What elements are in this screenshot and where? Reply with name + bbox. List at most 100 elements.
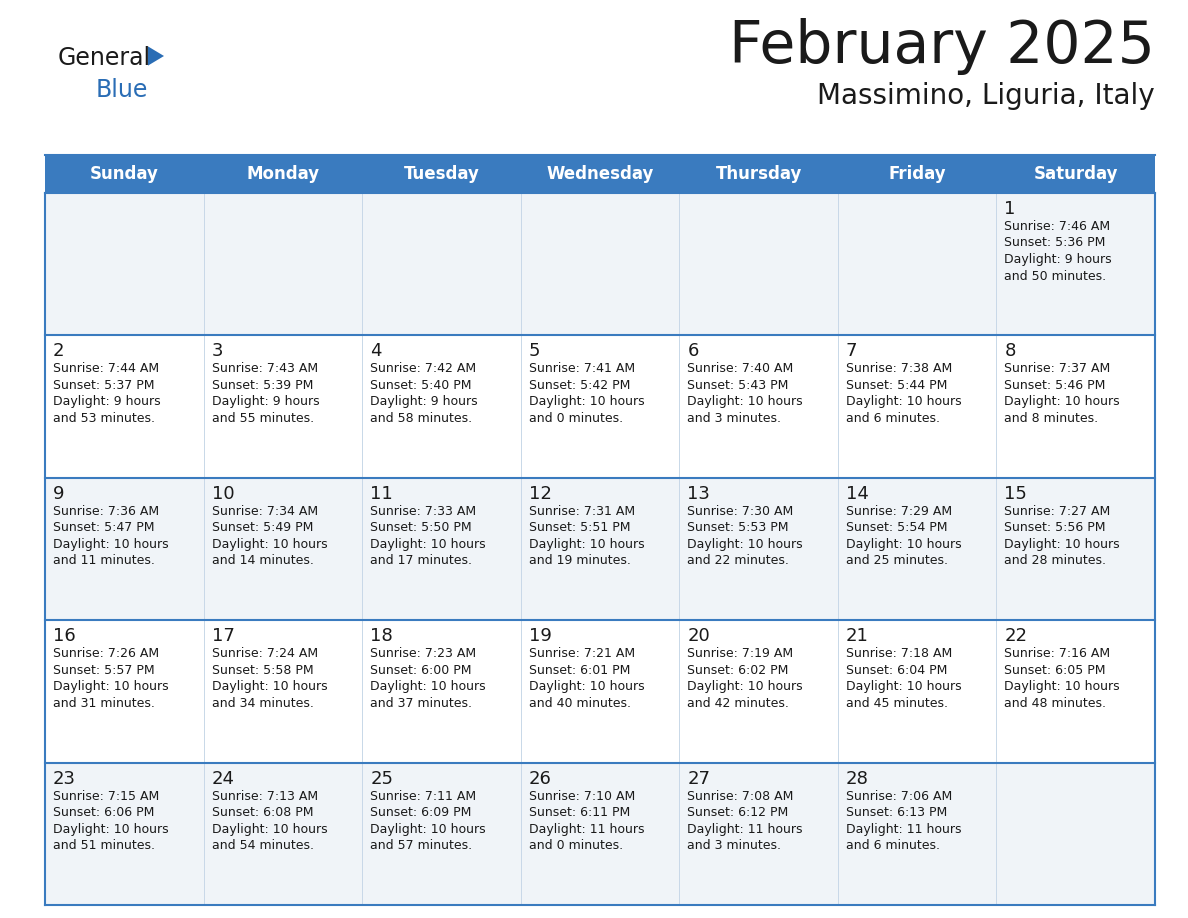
- Text: Daylight: 10 hours: Daylight: 10 hours: [529, 396, 644, 409]
- Text: Sunrise: 7:41 AM: Sunrise: 7:41 AM: [529, 363, 634, 375]
- Text: Daylight: 10 hours: Daylight: 10 hours: [1004, 538, 1120, 551]
- Text: Sunset: 5:47 PM: Sunset: 5:47 PM: [53, 521, 154, 534]
- Text: Daylight: 10 hours: Daylight: 10 hours: [1004, 680, 1120, 693]
- Text: Sunrise: 7:23 AM: Sunrise: 7:23 AM: [371, 647, 476, 660]
- Text: and 8 minutes.: and 8 minutes.: [1004, 412, 1099, 425]
- Text: Sunrise: 7:24 AM: Sunrise: 7:24 AM: [211, 647, 317, 660]
- Text: and 34 minutes.: and 34 minutes.: [211, 697, 314, 710]
- Text: Daylight: 10 hours: Daylight: 10 hours: [211, 823, 327, 835]
- Text: Daylight: 10 hours: Daylight: 10 hours: [529, 538, 644, 551]
- Text: Sunrise: 7:27 AM: Sunrise: 7:27 AM: [1004, 505, 1111, 518]
- Text: Sunset: 5:50 PM: Sunset: 5:50 PM: [371, 521, 472, 534]
- Text: Sunday: Sunday: [90, 165, 159, 183]
- Text: Daylight: 10 hours: Daylight: 10 hours: [371, 823, 486, 835]
- Text: Sunrise: 7:37 AM: Sunrise: 7:37 AM: [1004, 363, 1111, 375]
- Text: Sunset: 6:06 PM: Sunset: 6:06 PM: [53, 806, 154, 819]
- Text: 22: 22: [1004, 627, 1028, 645]
- Text: Daylight: 10 hours: Daylight: 10 hours: [211, 538, 327, 551]
- Text: and 25 minutes.: and 25 minutes.: [846, 554, 948, 567]
- Text: 8: 8: [1004, 342, 1016, 361]
- Text: and 50 minutes.: and 50 minutes.: [1004, 270, 1106, 283]
- Text: Sunrise: 7:40 AM: Sunrise: 7:40 AM: [688, 363, 794, 375]
- Text: Sunrise: 7:43 AM: Sunrise: 7:43 AM: [211, 363, 317, 375]
- Text: and 14 minutes.: and 14 minutes.: [211, 554, 314, 567]
- Text: and 57 minutes.: and 57 minutes.: [371, 839, 473, 852]
- Text: Sunrise: 7:08 AM: Sunrise: 7:08 AM: [688, 789, 794, 802]
- Text: and 3 minutes.: and 3 minutes.: [688, 839, 782, 852]
- Text: and 11 minutes.: and 11 minutes.: [53, 554, 154, 567]
- Text: Daylight: 10 hours: Daylight: 10 hours: [688, 680, 803, 693]
- Text: 14: 14: [846, 485, 868, 503]
- Bar: [45, 155, 1155, 193]
- Text: and 51 minutes.: and 51 minutes.: [53, 839, 154, 852]
- Text: 27: 27: [688, 769, 710, 788]
- Text: 3: 3: [211, 342, 223, 361]
- Text: Sunrise: 7:46 AM: Sunrise: 7:46 AM: [1004, 220, 1111, 233]
- Text: Sunset: 5:37 PM: Sunset: 5:37 PM: [53, 379, 154, 392]
- Text: 15: 15: [1004, 485, 1028, 503]
- Text: and 0 minutes.: and 0 minutes.: [529, 412, 623, 425]
- Text: Daylight: 11 hours: Daylight: 11 hours: [846, 823, 961, 835]
- Text: Daylight: 10 hours: Daylight: 10 hours: [688, 538, 803, 551]
- Text: Daylight: 10 hours: Daylight: 10 hours: [846, 396, 961, 409]
- Text: Daylight: 10 hours: Daylight: 10 hours: [53, 538, 169, 551]
- Text: and 31 minutes.: and 31 minutes.: [53, 697, 154, 710]
- Text: February 2025: February 2025: [729, 18, 1155, 75]
- Text: Sunset: 5:57 PM: Sunset: 5:57 PM: [53, 664, 154, 677]
- Bar: [45, 193, 1155, 335]
- Text: 20: 20: [688, 627, 710, 645]
- Text: Sunrise: 7:13 AM: Sunrise: 7:13 AM: [211, 789, 317, 802]
- Text: Daylight: 10 hours: Daylight: 10 hours: [1004, 396, 1120, 409]
- Bar: [45, 621, 1155, 763]
- Text: Sunrise: 7:44 AM: Sunrise: 7:44 AM: [53, 363, 159, 375]
- Text: Sunrise: 7:26 AM: Sunrise: 7:26 AM: [53, 647, 159, 660]
- Text: Daylight: 10 hours: Daylight: 10 hours: [371, 538, 486, 551]
- Text: 2: 2: [53, 342, 64, 361]
- Text: 21: 21: [846, 627, 868, 645]
- Text: Massimino, Liguria, Italy: Massimino, Liguria, Italy: [817, 82, 1155, 110]
- Polygon shape: [148, 47, 164, 65]
- Text: Daylight: 10 hours: Daylight: 10 hours: [846, 680, 961, 693]
- Text: Sunrise: 7:33 AM: Sunrise: 7:33 AM: [371, 505, 476, 518]
- Text: Sunrise: 7:16 AM: Sunrise: 7:16 AM: [1004, 647, 1111, 660]
- Text: Sunset: 5:54 PM: Sunset: 5:54 PM: [846, 521, 947, 534]
- Text: Sunset: 5:44 PM: Sunset: 5:44 PM: [846, 379, 947, 392]
- Text: and 3 minutes.: and 3 minutes.: [688, 412, 782, 425]
- Text: and 37 minutes.: and 37 minutes.: [371, 697, 472, 710]
- Text: Sunrise: 7:18 AM: Sunrise: 7:18 AM: [846, 647, 952, 660]
- Text: 16: 16: [53, 627, 76, 645]
- Text: Sunrise: 7:10 AM: Sunrise: 7:10 AM: [529, 789, 634, 802]
- Text: Sunset: 5:40 PM: Sunset: 5:40 PM: [371, 379, 472, 392]
- Text: Daylight: 9 hours: Daylight: 9 hours: [211, 396, 320, 409]
- Text: Sunset: 6:05 PM: Sunset: 6:05 PM: [1004, 664, 1106, 677]
- Text: Sunset: 5:49 PM: Sunset: 5:49 PM: [211, 521, 312, 534]
- Text: General: General: [58, 46, 151, 70]
- Text: Sunrise: 7:42 AM: Sunrise: 7:42 AM: [371, 363, 476, 375]
- Text: Sunset: 5:42 PM: Sunset: 5:42 PM: [529, 379, 630, 392]
- Text: Sunset: 6:11 PM: Sunset: 6:11 PM: [529, 806, 630, 819]
- Text: Sunrise: 7:19 AM: Sunrise: 7:19 AM: [688, 647, 794, 660]
- Text: Sunset: 6:01 PM: Sunset: 6:01 PM: [529, 664, 630, 677]
- Text: 4: 4: [371, 342, 381, 361]
- Text: Daylight: 10 hours: Daylight: 10 hours: [846, 538, 961, 551]
- Text: Sunrise: 7:31 AM: Sunrise: 7:31 AM: [529, 505, 634, 518]
- Text: Tuesday: Tuesday: [404, 165, 480, 183]
- Text: Sunrise: 7:30 AM: Sunrise: 7:30 AM: [688, 505, 794, 518]
- Text: Sunset: 5:39 PM: Sunset: 5:39 PM: [211, 379, 312, 392]
- Text: Daylight: 11 hours: Daylight: 11 hours: [688, 823, 803, 835]
- Bar: [45, 763, 1155, 905]
- Text: Sunset: 6:13 PM: Sunset: 6:13 PM: [846, 806, 947, 819]
- Text: and 53 minutes.: and 53 minutes.: [53, 412, 154, 425]
- Text: and 19 minutes.: and 19 minutes.: [529, 554, 631, 567]
- Text: Sunrise: 7:11 AM: Sunrise: 7:11 AM: [371, 789, 476, 802]
- Text: Sunset: 5:58 PM: Sunset: 5:58 PM: [211, 664, 314, 677]
- Text: Sunrise: 7:06 AM: Sunrise: 7:06 AM: [846, 789, 952, 802]
- Text: Sunset: 6:12 PM: Sunset: 6:12 PM: [688, 806, 789, 819]
- Text: Sunset: 5:46 PM: Sunset: 5:46 PM: [1004, 379, 1106, 392]
- Text: Sunrise: 7:15 AM: Sunrise: 7:15 AM: [53, 789, 159, 802]
- Text: and 42 minutes.: and 42 minutes.: [688, 697, 789, 710]
- Text: 25: 25: [371, 769, 393, 788]
- Text: and 55 minutes.: and 55 minutes.: [211, 412, 314, 425]
- Text: 28: 28: [846, 769, 868, 788]
- Text: and 58 minutes.: and 58 minutes.: [371, 412, 473, 425]
